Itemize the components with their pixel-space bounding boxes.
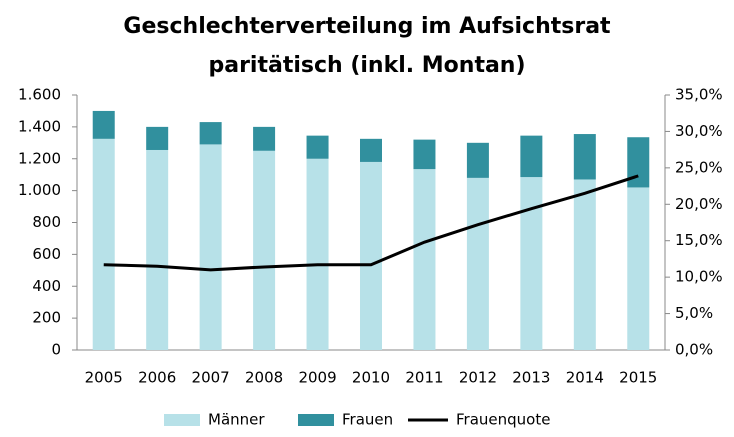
- x-tick-label: 2008: [245, 369, 283, 387]
- legend-label: Frauenquote: [456, 411, 550, 429]
- x-tick-label: 2013: [512, 369, 550, 387]
- bar: [520, 177, 543, 350]
- bar: [520, 135, 543, 178]
- bar: [573, 134, 596, 180]
- bar: [413, 169, 436, 350]
- y-tick-label: 1.400: [18, 117, 61, 135]
- y2-tick-label: 35,0%: [675, 86, 723, 104]
- bar: [466, 142, 489, 178]
- x-tick-label: 2010: [352, 369, 390, 387]
- chart-title: Geschlechterverteilung im Aufsichtsrat: [123, 14, 611, 39]
- y-tick-label: 1.600: [18, 86, 61, 104]
- y2-tick-label: 5,0%: [675, 304, 713, 322]
- bar: [92, 138, 115, 350]
- x-tick-label: 2005: [85, 369, 123, 387]
- bar: [199, 144, 222, 350]
- y-tick-label: 0: [51, 341, 61, 359]
- x-tick-label: 2012: [459, 369, 497, 387]
- y2-tick-label: 0,0%: [675, 341, 713, 359]
- bar: [466, 177, 489, 350]
- legend-swatch: [164, 414, 200, 426]
- x-tick-label: 2007: [192, 369, 230, 387]
- x-tick-label: 2015: [619, 369, 657, 387]
- bar: [573, 179, 596, 350]
- bar: [146, 149, 169, 350]
- bar: [253, 150, 276, 350]
- bar: [92, 110, 115, 139]
- y2-tick-label: 10,0%: [675, 268, 723, 286]
- y2-tick-label: 15,0%: [675, 231, 723, 249]
- x-tick-label: 2011: [405, 369, 443, 387]
- chart-subtitle: paritätisch (inkl. Montan): [208, 53, 525, 78]
- y-tick-label: 200: [32, 309, 61, 327]
- bar: [360, 138, 382, 162]
- legend-swatch: [298, 414, 334, 426]
- bar: [253, 126, 276, 151]
- bar: [306, 135, 329, 159]
- bar: [360, 161, 382, 350]
- y2-tick-label: 30,0%: [675, 122, 723, 140]
- bar: [413, 139, 436, 170]
- y2-tick-label: 25,0%: [675, 158, 723, 176]
- bar: [146, 126, 169, 150]
- legend-label: Frauen: [342, 411, 393, 429]
- x-tick-label: 2006: [138, 369, 176, 387]
- y-tick-label: 600: [32, 245, 61, 263]
- x-tick-label: 2009: [298, 369, 336, 387]
- bar: [306, 158, 329, 350]
- y-tick-label: 400: [32, 277, 61, 295]
- y2-tick-label: 20,0%: [675, 195, 723, 213]
- y-tick-label: 1.200: [18, 149, 61, 167]
- legend-label: Männer: [208, 411, 265, 429]
- y-tick-label: 1.000: [18, 181, 61, 199]
- bar: [627, 187, 650, 350]
- bar: [199, 122, 222, 145]
- x-tick-label: 2014: [566, 369, 604, 387]
- line: [103, 174, 639, 272]
- y-tick-label: 800: [32, 213, 61, 231]
- bar: [627, 137, 650, 188]
